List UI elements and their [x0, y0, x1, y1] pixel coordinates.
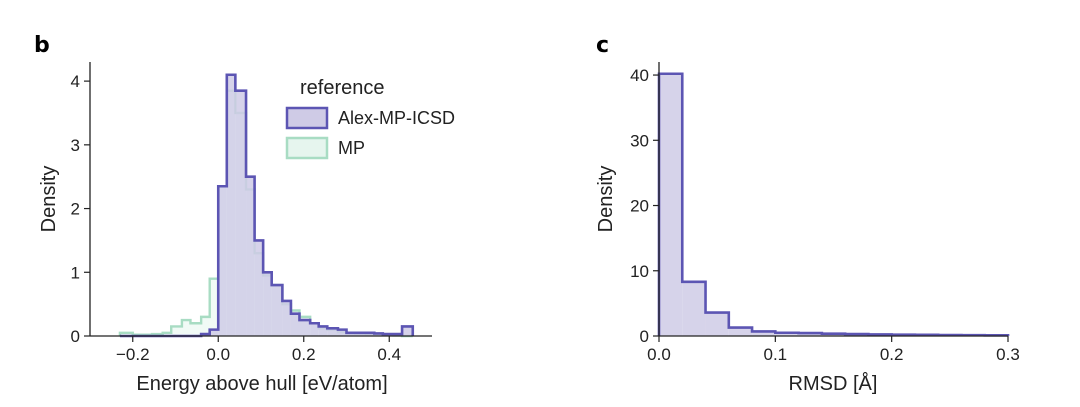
bin-mp-8: [201, 316, 210, 336]
bin-alex-mp-icsd-17: [282, 300, 291, 336]
bin-alex-mp-icsd-11: [226, 74, 236, 336]
energy-y-ticks: 0 1 2 3 4: [71, 72, 90, 346]
bin-mp-5: [171, 326, 182, 336]
x-tick-label-3: 0.4: [377, 345, 401, 364]
bin-mp-7: [190, 323, 202, 336]
y-tick-label-2: 2: [71, 200, 80, 219]
y-tick-label-3: 3: [71, 136, 80, 155]
legend-swatch-mp: [285, 136, 329, 160]
bin-rmsd-2: [705, 312, 729, 336]
panel-letter-c: c: [596, 33, 609, 58]
bin-alex-mp-icsd-12: [235, 90, 247, 337]
x-tick-label-1: 0.0: [206, 345, 230, 364]
energy-y-axis-label: Density: [38, 166, 60, 233]
bin-mp-4: [162, 332, 172, 336]
bin-alex-mp-icsd-21: [318, 326, 328, 336]
legend: reference Alex-MP-ICSD MP: [285, 77, 455, 160]
bin-alex-mp-icsd-22: [327, 328, 338, 336]
bin-alex-mp-icsd-24: [346, 332, 356, 336]
panel-letter-b: b: [34, 33, 50, 58]
energy-histogram-panel: −0.2 0.0 0.2 0.4 0 1 2 3 4 Energy above hull [e…: [38, 62, 455, 395]
x-tick-label-1: 0.1: [764, 345, 788, 364]
bin-alex-mp-icsd-23: [337, 329, 347, 336]
bin-mp-9: [209, 278, 219, 336]
rmsd-x-axis-label: RMSD [Å]: [789, 372, 878, 395]
x-tick-label-3: 0.3: [996, 345, 1020, 364]
rmsd-histogram-series: [657, 72, 1010, 337]
x-tick-label-2: 0.2: [292, 345, 316, 364]
bin-alex-mp-icsd-20: [310, 323, 319, 336]
y-tick-label-3: 30: [630, 131, 649, 150]
bin-alex-mp-icsd-14: [254, 240, 264, 336]
bin-rmsd-3: [728, 327, 753, 336]
bin-alex-mp-icsd-30: [402, 326, 413, 336]
rmsd-histogram-panel: 0.0 0.1 0.2 0.3 0 10 20 30 40 RMSD [Å] Density: [595, 62, 1020, 395]
bin-rmsd-5: [775, 332, 799, 336]
bin-rmsd-0: [659, 73, 683, 336]
x-tick-label-2: 0.2: [880, 345, 904, 364]
bin-mp-6: [181, 320, 191, 336]
bin-alex-mp-icsd-18: [290, 313, 300, 336]
bin-alex-mp-icsd-9: [209, 329, 219, 336]
outline-alex-mp-icsd: [119, 73, 415, 338]
rmsd-y-ticks: 0 10 20 30 40: [630, 66, 659, 346]
series-alex-mp-icsd: [119, 73, 415, 338]
energy-histogram-series: [118, 73, 415, 338]
bin-rmsd-6: [798, 333, 822, 336]
bin-alex-mp-icsd-19: [299, 320, 311, 336]
y-tick-label-1: 10: [630, 262, 649, 281]
bin-alex-mp-icsd-15: [263, 272, 272, 336]
x-tick-label-0: −0.2: [116, 345, 150, 364]
y-tick-label-2: 20: [630, 197, 649, 216]
legend-label-mp: MP: [338, 138, 365, 158]
bin-alex-mp-icsd-10: [218, 186, 227, 336]
y-tick-label-4: 40: [630, 66, 649, 85]
bin-alex-mp-icsd-16: [271, 285, 283, 336]
outline-rmsd: [657, 72, 1010, 337]
legend-swatch-alex-mp-icsd: [285, 106, 329, 130]
bin-mp-0: [119, 332, 133, 336]
rmsd-x-ticks: 0.0 0.1 0.2 0.3: [647, 336, 1020, 364]
y-tick-label-4: 4: [71, 72, 80, 91]
energy-x-ticks: −0.2 0.0 0.2 0.4: [116, 336, 401, 364]
y-tick-label-1: 1: [71, 263, 80, 282]
legend-title: reference: [300, 77, 385, 99]
energy-x-axis-label: Energy above hull [eV/atom]: [136, 373, 387, 395]
bin-alex-mp-icsd-26: [365, 332, 375, 336]
bin-rmsd-4: [752, 331, 776, 336]
bin-alex-mp-icsd-13: [246, 176, 255, 336]
rmsd-y-axis-label: Density: [595, 166, 617, 233]
bin-rmsd-1: [682, 281, 706, 336]
bin-alex-mp-icsd-25: [355, 332, 366, 336]
x-tick-label-0: 0.0: [647, 345, 671, 364]
y-tick-label-0: 0: [71, 327, 80, 346]
legend-label-alex-mp-icsd: Alex-MP-ICSD: [338, 108, 455, 128]
y-tick-label-0: 0: [640, 327, 649, 346]
series-rmsd: [657, 72, 1010, 337]
